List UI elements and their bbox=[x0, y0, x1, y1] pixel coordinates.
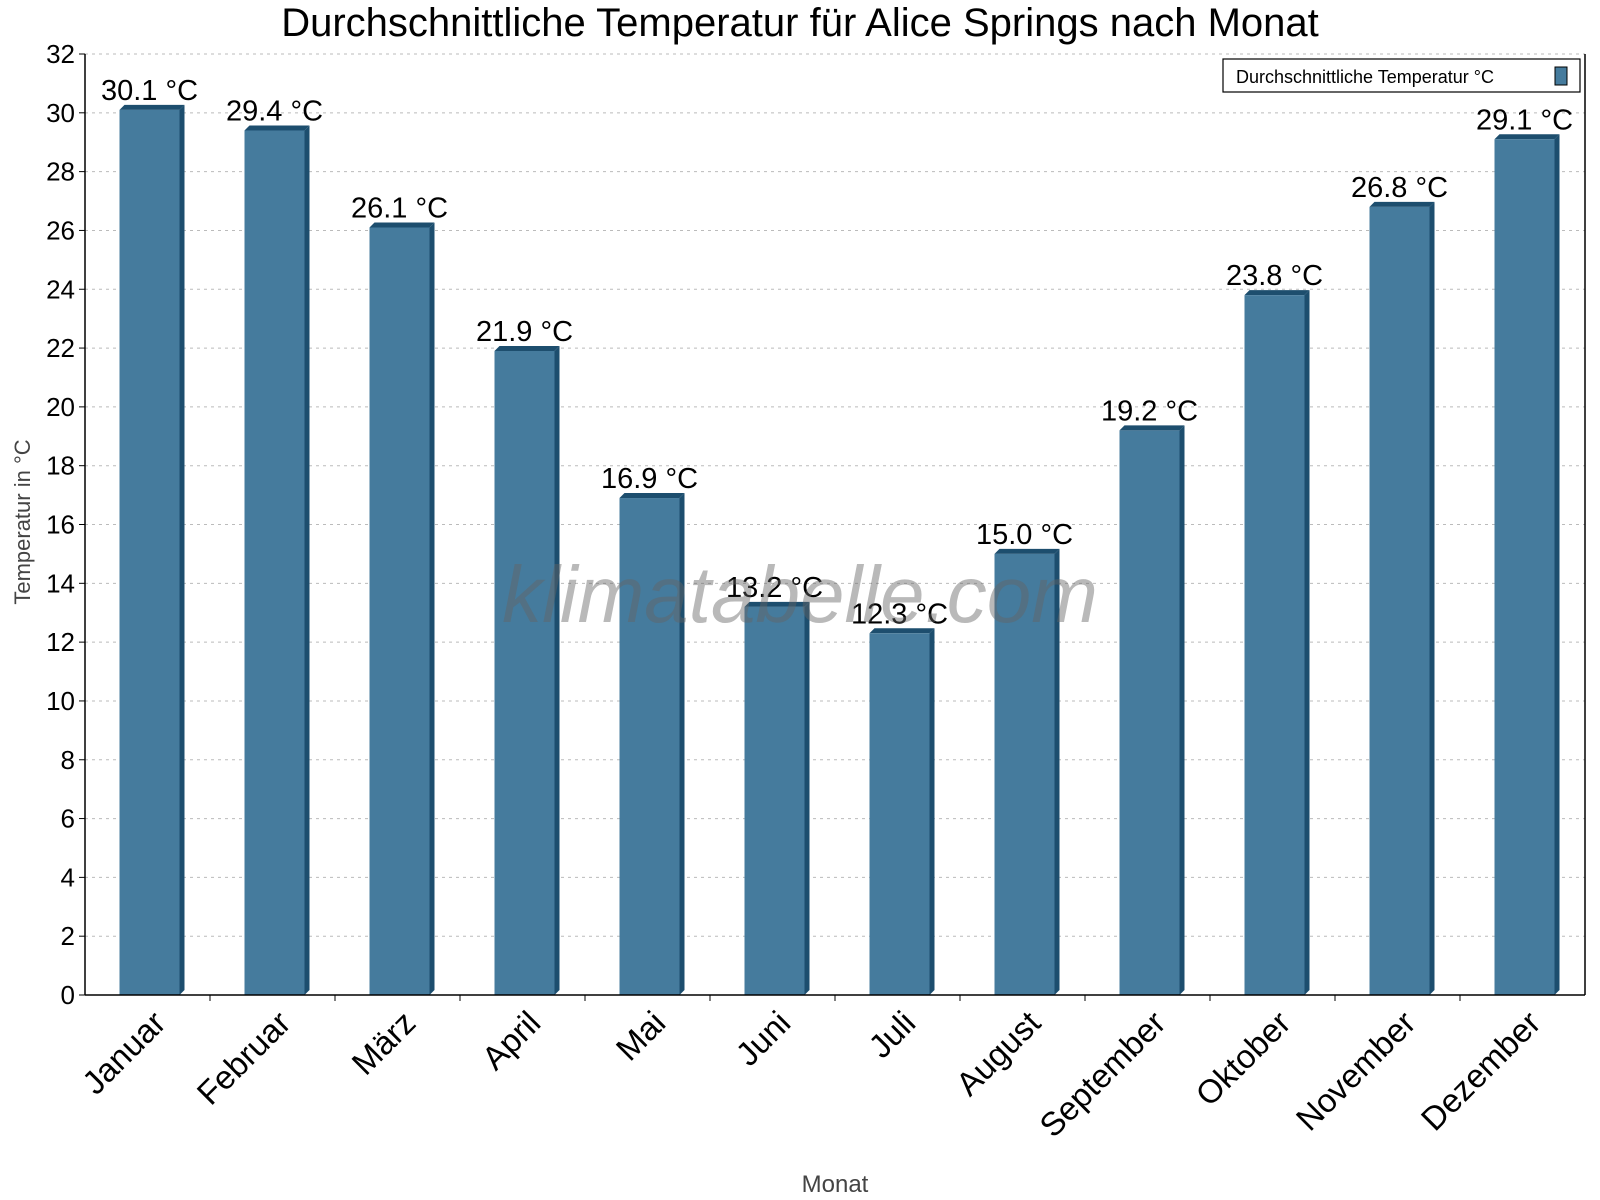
y-tick-label: 22 bbox=[46, 333, 75, 363]
bar-side bbox=[679, 493, 685, 995]
y-tick-label: 14 bbox=[46, 568, 75, 598]
bar-side bbox=[1554, 134, 1560, 995]
data-label: 29.4 °C bbox=[226, 95, 323, 127]
bar-top bbox=[744, 601, 810, 607]
bar bbox=[994, 553, 1055, 995]
x-tick-label: Juni bbox=[728, 1004, 797, 1073]
legend: Durchschnittliche Temperatur °C bbox=[1222, 58, 1581, 93]
bar-side bbox=[554, 346, 560, 995]
bar-top bbox=[119, 104, 185, 110]
data-label: 15.0 °C bbox=[976, 519, 1073, 551]
watermark: klimatabelle.com bbox=[502, 550, 1098, 639]
bar-side bbox=[1054, 548, 1060, 995]
chart-title: Durchschnittliche Temperatur für Alice S… bbox=[281, 1, 1319, 45]
y-tick-label: 16 bbox=[46, 510, 75, 540]
x-tick-label: August bbox=[949, 1004, 1048, 1103]
bar bbox=[869, 633, 930, 995]
y-tick-label: 6 bbox=[61, 804, 75, 834]
bar-side bbox=[804, 601, 810, 995]
x-tick-label: März bbox=[344, 1004, 422, 1082]
bar-side bbox=[179, 104, 185, 995]
bar-top bbox=[994, 548, 1060, 554]
bar bbox=[494, 351, 555, 995]
y-tick-label: 4 bbox=[61, 862, 75, 892]
x-tick-label: April bbox=[475, 1004, 548, 1077]
x-tick-label: Mai bbox=[609, 1004, 673, 1068]
bars: 30.1 °C 29.4 °C 26.1 °C 21.9 °C 16.9 °C 13.2 … bbox=[101, 75, 1573, 996]
x-tick-label: Januar bbox=[75, 1004, 173, 1102]
data-label: 30.1 °C bbox=[101, 75, 198, 107]
bar-top bbox=[1369, 201, 1435, 207]
y-tick-label: 10 bbox=[46, 686, 75, 716]
data-label: 26.8 °C bbox=[1351, 172, 1448, 204]
x-tick-label: Oktober bbox=[1188, 1004, 1297, 1113]
bar bbox=[1119, 430, 1180, 995]
bar bbox=[244, 130, 305, 996]
bar-top bbox=[619, 493, 685, 499]
x-tick-label: Februar bbox=[190, 1004, 298, 1112]
y-tick-label: 24 bbox=[46, 274, 75, 304]
bar-side bbox=[929, 628, 935, 995]
data-label: 19.2 °C bbox=[1101, 395, 1198, 427]
bar-top bbox=[1494, 134, 1560, 140]
y-tick-label: 12 bbox=[46, 627, 75, 657]
x-tick-label: November bbox=[1289, 1004, 1423, 1138]
bar-side bbox=[429, 222, 435, 995]
bar-top bbox=[369, 222, 435, 228]
data-label: 29.1 °C bbox=[1476, 104, 1573, 136]
grid bbox=[85, 53, 1585, 937]
data-label: 13.2 °C bbox=[726, 572, 823, 604]
bar bbox=[744, 606, 805, 995]
bar-side bbox=[1179, 425, 1185, 995]
bar-top bbox=[244, 125, 310, 131]
bar bbox=[619, 498, 680, 995]
x-axis-label: Monat bbox=[802, 1171, 869, 1198]
legend-swatch bbox=[1554, 66, 1568, 86]
y-tick-label: 20 bbox=[46, 392, 75, 422]
bar-top bbox=[869, 628, 935, 634]
y-tick-label: 32 bbox=[46, 39, 75, 69]
bar bbox=[119, 109, 180, 995]
bar-side bbox=[1429, 201, 1435, 996]
bar-side bbox=[1304, 290, 1310, 996]
data-label: 12.3 °C bbox=[851, 598, 948, 630]
bar bbox=[1369, 206, 1430, 996]
y-tick-label: 28 bbox=[46, 157, 75, 187]
bar-top bbox=[1244, 290, 1310, 296]
y-tick-label: 26 bbox=[46, 215, 75, 245]
legend-label: Durchschnittliche Temperatur °C bbox=[1236, 67, 1494, 87]
bar-top bbox=[494, 346, 560, 352]
y-tick-label: 0 bbox=[61, 980, 75, 1010]
y-tick-label: 2 bbox=[61, 921, 75, 951]
y-axis-label: Temperatur in °C bbox=[10, 439, 35, 604]
bar bbox=[1494, 139, 1555, 995]
y-tick-label: 30 bbox=[46, 98, 75, 128]
bar bbox=[369, 227, 430, 995]
x-tick-label: September bbox=[1032, 1004, 1172, 1144]
y-tick-label: 18 bbox=[46, 451, 75, 481]
bar-top bbox=[1119, 425, 1185, 431]
y-tick-label: 8 bbox=[61, 745, 75, 775]
x-tick-label: Dezember bbox=[1414, 1004, 1548, 1138]
data-label: 16.9 °C bbox=[601, 463, 698, 495]
data-label: 21.9 °C bbox=[476, 316, 573, 348]
data-label: 26.1 °C bbox=[351, 192, 448, 224]
bar-side bbox=[304, 125, 310, 996]
bar bbox=[1244, 295, 1305, 996]
data-label: 23.8 °C bbox=[1226, 260, 1323, 292]
x-tick-label: Juli bbox=[861, 1004, 922, 1065]
